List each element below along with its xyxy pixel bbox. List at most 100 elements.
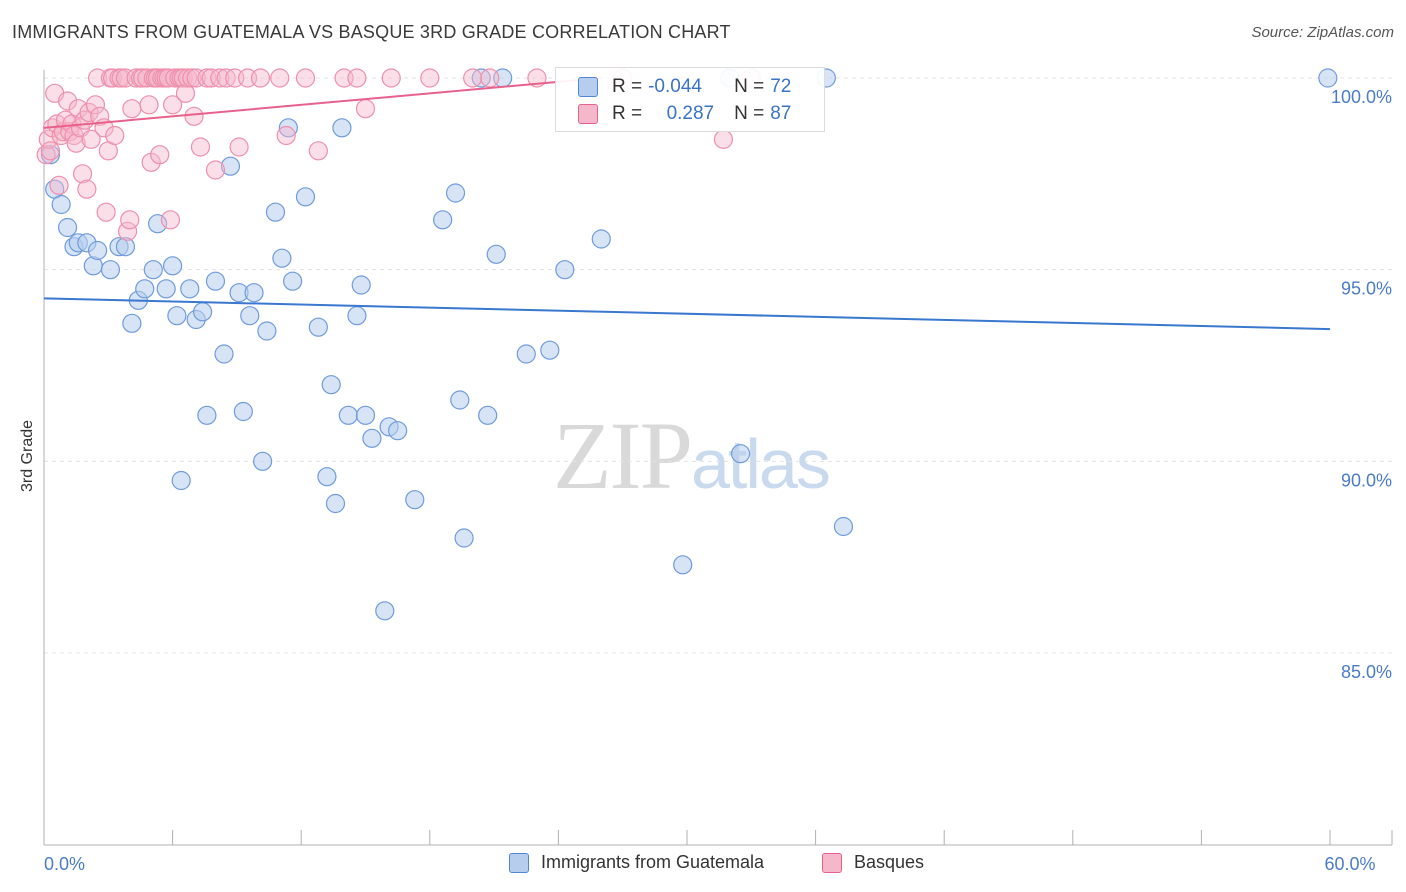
basque-point [163, 95, 183, 115]
basque-point [347, 68, 367, 88]
guatemala-trend-line [43, 297, 1331, 331]
basque-r-value: 0.287 [666, 103, 715, 124]
guatemala-point [205, 271, 226, 291]
basque-point [355, 99, 376, 119]
basque-point [77, 179, 97, 199]
guatemala-point [321, 375, 341, 395]
basque-point [49, 175, 69, 195]
guatemala-point [163, 256, 183, 276]
basque-point [463, 68, 483, 88]
y-tick-label: 95.0% [1341, 279, 1392, 299]
guatemala-point [156, 279, 176, 299]
guatemala-point [351, 275, 371, 295]
guatemala-point [180, 279, 200, 299]
guatemala-point [362, 428, 382, 448]
watermark: ZIPatlas [553, 400, 831, 511]
guatemala-point [317, 467, 337, 487]
basque-point [90, 106, 110, 126]
basque-point [308, 141, 328, 161]
guatemala-point [253, 451, 273, 471]
guatemala-point [244, 283, 264, 303]
guatemala-point [516, 344, 536, 364]
watermark-atlas: atlas [691, 425, 831, 503]
guatemala-point [193, 302, 213, 322]
basque-point [120, 210, 140, 230]
guatemala-point [240, 306, 260, 326]
basque-point [186, 68, 206, 88]
basque-swatch [578, 104, 598, 124]
guatemala-point [278, 118, 298, 138]
guatemala-point [673, 555, 693, 575]
basque-point [150, 145, 170, 165]
basque-point [480, 68, 500, 88]
stat-row-basque: R = 0.287 N = 87 [578, 102, 791, 126]
guatemala-point [325, 493, 346, 514]
guatemala-point [454, 528, 474, 548]
y-tick-label: 100.0% [1331, 87, 1392, 107]
basque-point [38, 129, 58, 149]
guatemala-point [87, 240, 108, 261]
guatemala-point [338, 405, 358, 425]
guatemala-point [220, 156, 241, 176]
basque-point [111, 68, 131, 88]
guatemala-point [1318, 68, 1338, 88]
guatemala-point [433, 210, 453, 230]
guatemala-point [57, 217, 78, 238]
n-label: N = [734, 76, 765, 97]
legend-item-basques[interactable]: Basques [822, 852, 924, 873]
guatemala-point [143, 260, 163, 280]
guatemala-point [171, 470, 191, 491]
basque-point [115, 68, 136, 88]
basque-point [184, 106, 204, 126]
basque-point [182, 68, 202, 88]
basque-point [160, 210, 181, 230]
guatemala-point [478, 405, 498, 425]
basque-point [85, 95, 106, 115]
chart-title: IMMIGRANTS FROM GUATEMALA VS BASQUE 3RD … [12, 22, 731, 42]
x-tick-label: 60.0% [1324, 854, 1375, 874]
guatemala-point [375, 601, 395, 621]
basque-point [295, 68, 316, 88]
gridlines [43, 77, 1393, 845]
guatemala-point [272, 248, 292, 268]
guatemala-n-value: 72 [770, 76, 792, 97]
axes [43, 70, 1392, 846]
guatemala-swatch [578, 77, 598, 97]
trend-lines [43, 77, 1331, 331]
guatemala-point [355, 405, 376, 425]
guatemala-point [405, 490, 425, 510]
guatemala-point [167, 306, 187, 326]
guatemala-point [486, 244, 506, 264]
guatemala-point [214, 344, 234, 364]
x-tick-label: 0.0% [44, 854, 85, 874]
guatemala-point [122, 313, 142, 333]
guatemala-point [591, 229, 611, 249]
basque-point [79, 102, 99, 123]
basque-point [381, 68, 401, 88]
stat-row-guatemala: R = -0.044 N = 72 [578, 75, 791, 99]
guatemala-point [308, 317, 328, 337]
guatemala-point [100, 260, 121, 280]
guatemala-point [233, 401, 253, 422]
watermark-zip: ZIP [553, 402, 693, 509]
basque-point [57, 91, 78, 111]
legend-item-guatemala[interactable]: Immigrants from Guatemala [509, 852, 764, 873]
basque-point [420, 68, 440, 88]
legend-swatch-basques [822, 852, 842, 873]
basque-n-value: 87 [770, 103, 792, 124]
basque-point [66, 133, 86, 153]
correlation-stats-box: R = -0.044 N = 72 R = 0.287 N = 87 [555, 67, 825, 132]
guatemala-point [730, 444, 751, 464]
basque-trend-line [43, 77, 602, 129]
guatemala-point [833, 516, 854, 537]
basque-point [190, 137, 211, 157]
tick-labels: 100.0% 95.0% 90.0% 85.0% 0.0% 60.0% [44, 87, 1392, 874]
guatemala-point [332, 118, 352, 138]
guatemala-point [283, 271, 303, 291]
basque-point [713, 129, 734, 149]
r-label: R = [612, 103, 643, 124]
basque-point [250, 68, 271, 88]
legend-swatch-guatemala [509, 852, 529, 873]
basque-point [229, 137, 249, 157]
